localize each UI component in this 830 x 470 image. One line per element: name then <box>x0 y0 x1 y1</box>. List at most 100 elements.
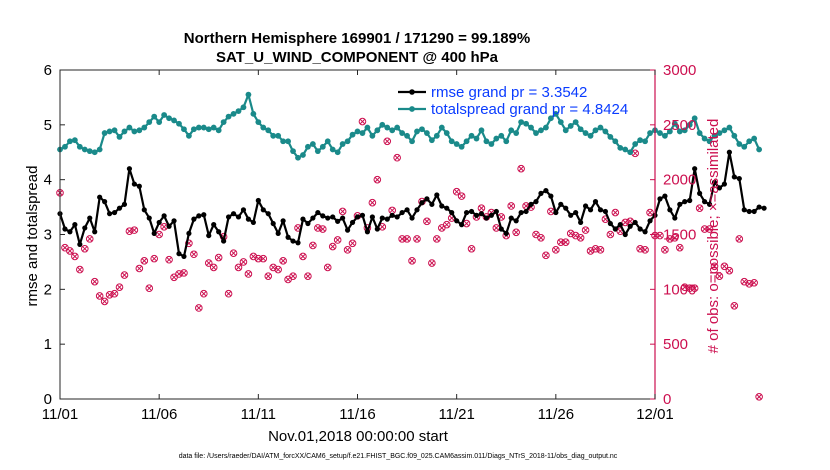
obs-point <box>195 304 203 312</box>
obs-possible-marker <box>299 252 307 261</box>
obs-point <box>234 263 243 272</box>
spread-series-point <box>250 110 257 117</box>
rmse-series-point <box>473 212 480 218</box>
obs-possible-marker <box>581 226 590 234</box>
rmse-series-point <box>196 213 202 219</box>
obs-point <box>442 220 451 229</box>
rmse-series-point <box>92 229 98 235</box>
rmse-series-point <box>206 232 212 239</box>
obs-possible-marker <box>358 117 367 126</box>
rmse-series-point <box>667 207 673 213</box>
spread-series-point <box>141 124 148 131</box>
rmse-series-point <box>72 222 78 228</box>
obs-possible-marker <box>413 235 421 243</box>
rmse-series-point <box>528 201 534 207</box>
spread-series-point <box>166 115 172 122</box>
rmse-series-point <box>295 240 301 246</box>
rmse-series-point <box>617 222 623 228</box>
rmse-series-point <box>463 209 470 216</box>
obs-assimilated-marker <box>141 258 147 264</box>
obs-point <box>180 269 188 277</box>
spread-series-point <box>592 127 599 134</box>
rmse-series-point <box>761 205 767 211</box>
obs-possible-marker <box>309 241 317 250</box>
spread-series-point <box>285 138 291 145</box>
obs-possible-marker <box>264 272 273 280</box>
obs-assimilated-marker <box>553 247 559 253</box>
spread-series-point <box>309 141 316 147</box>
spread-series-point <box>101 130 108 136</box>
obs-point <box>433 235 441 243</box>
obs-assimilated-marker <box>379 224 385 230</box>
obs-point <box>452 187 461 196</box>
spread-series-point <box>498 132 505 139</box>
obs-possible-marker <box>190 250 198 259</box>
rmse-series-point <box>746 208 752 215</box>
obs-assimilated-marker <box>230 250 237 256</box>
rmse-series-point <box>379 215 385 221</box>
spread-series-point <box>255 119 262 125</box>
rmse-series-point <box>498 226 504 232</box>
obs-point <box>517 164 525 173</box>
obs-point <box>95 292 104 300</box>
spread-series-point <box>696 130 703 136</box>
obs-count-markers <box>56 117 763 401</box>
obs-possible-marker <box>323 263 332 272</box>
obs-possible-marker <box>656 231 664 240</box>
obs-assimilated-marker <box>647 210 653 216</box>
rmse-series-point <box>255 197 261 204</box>
obs-possible-marker <box>145 284 154 293</box>
obs-point <box>730 301 739 310</box>
spread-series-point <box>151 113 158 120</box>
y-tick-label: 2 <box>44 281 52 298</box>
obs-possible-marker <box>224 289 233 298</box>
spread-series-point <box>329 146 336 153</box>
rmse-series-point <box>587 207 594 213</box>
spread-series-point <box>349 131 356 138</box>
rmse-series-point <box>87 215 93 221</box>
rmse-series-point <box>141 207 147 213</box>
rmse-series-point <box>161 213 167 219</box>
spread-series-point <box>176 120 182 127</box>
spread-series-point <box>513 130 520 136</box>
rmse-series-point <box>300 216 306 222</box>
spread-series-point <box>473 135 480 142</box>
legend-spread-label: totalspread grand pr = 4.8424 <box>431 101 628 118</box>
legend-spread-marker <box>409 106 415 112</box>
rmse-series-point <box>419 200 425 206</box>
spread-series-point <box>156 119 163 125</box>
spread-series-point <box>344 138 351 145</box>
x-tick-label: 11/11 <box>241 406 276 423</box>
spread-series-point <box>533 130 539 136</box>
spread-series-point <box>270 132 277 139</box>
obs-possible-marker <box>452 187 461 196</box>
obs-possible-marker <box>467 244 476 253</box>
spread-series-point <box>518 119 525 125</box>
obs-assimilated-marker <box>692 285 698 291</box>
spread-series-point <box>190 126 197 133</box>
rmse-series-point <box>642 229 648 235</box>
y-tick-label-right: 500 <box>663 336 688 353</box>
rmse-series-point <box>280 218 286 224</box>
obs-assimilated-marker <box>245 271 251 277</box>
y-tick-label: 0 <box>44 391 52 408</box>
rmse-series-point <box>211 222 217 228</box>
spread-series-point <box>647 130 653 136</box>
obs-assimilated-marker <box>716 273 723 279</box>
obs-possible-marker <box>700 225 709 233</box>
rmse-series-point <box>582 203 589 209</box>
obs-point <box>244 270 253 278</box>
obs-point <box>755 393 763 401</box>
rmse-series-point <box>657 196 663 202</box>
spread-series-point <box>577 126 584 133</box>
obs-assimilated-marker <box>92 279 98 285</box>
obs-point <box>641 246 649 254</box>
obs-point <box>552 246 560 254</box>
obs-assimilated-marker <box>578 235 584 241</box>
obs-point <box>715 272 724 280</box>
obs-possible-marker <box>730 301 739 310</box>
spread-series-point <box>681 127 688 134</box>
obs-assimilated-marker <box>260 256 266 262</box>
spread-series-point <box>181 126 187 133</box>
obs-possible-marker <box>234 263 243 272</box>
